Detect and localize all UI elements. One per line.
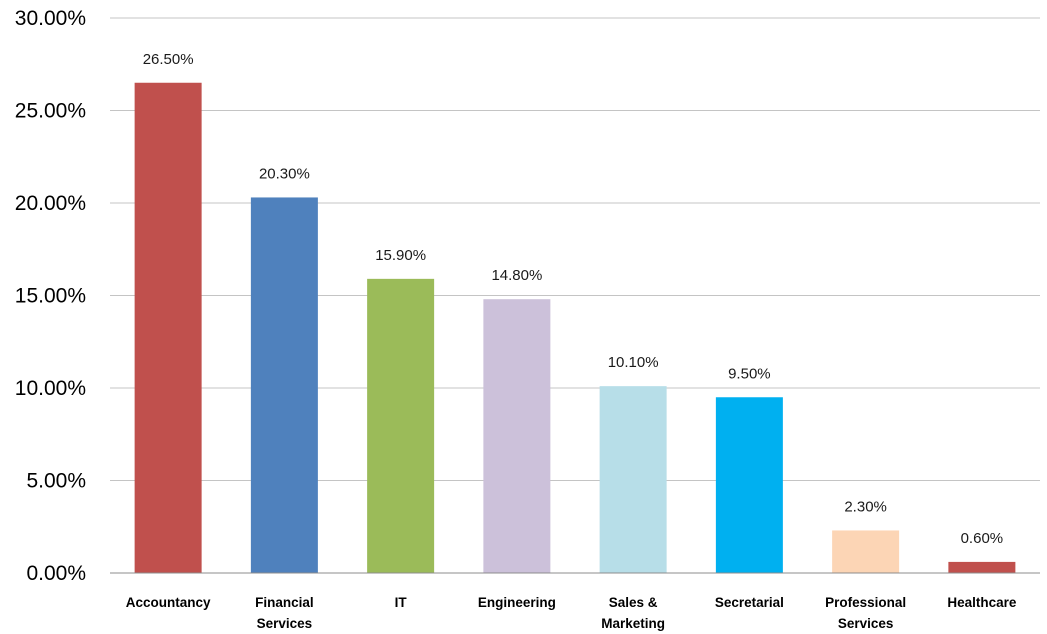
- y-tick-label: 25.00%: [15, 100, 86, 123]
- y-tick-label: 10.00%: [15, 377, 86, 400]
- data-label: 15.90%: [375, 247, 426, 264]
- bar: [715, 397, 783, 573]
- bar: [367, 278, 435, 573]
- category-label: Accountancy: [126, 595, 211, 610]
- data-label: 10.10%: [608, 354, 659, 371]
- y-tick-label: 5.00%: [26, 470, 86, 493]
- category-label: IT: [395, 595, 408, 610]
- bar: [250, 197, 318, 573]
- data-label: 20.30%: [259, 165, 310, 182]
- y-axis-tick-labels: 0.00% 5.00% 10.00% 15.00% 20.00% 25.00% 30.00%: [15, 7, 86, 585]
- y-tick-label: 15.00%: [15, 285, 86, 308]
- data-labels: 26.50% 20.30% 15.90% 14.80% 10.10% 9.50% 2.30%…: [143, 51, 1003, 547]
- bar: [948, 561, 1016, 573]
- category-label: Engineering: [478, 595, 556, 610]
- bar: [599, 386, 667, 573]
- category-label: Sales & Marketing: [601, 595, 665, 631]
- bar: [483, 299, 551, 573]
- data-label: 9.50%: [728, 365, 771, 382]
- gridlines: [110, 17, 1040, 481]
- data-label: 0.60%: [961, 530, 1004, 547]
- data-label: 14.80%: [491, 267, 542, 284]
- data-label: 2.30%: [844, 498, 887, 515]
- category-label: Professional Services: [825, 595, 906, 631]
- bars: [134, 82, 1016, 573]
- y-tick-label: 20.00%: [15, 192, 86, 215]
- y-tick-label: 30.00%: [15, 7, 86, 30]
- bar: [134, 82, 202, 573]
- category-label: Healthcare: [947, 595, 1017, 610]
- category-label: Secretarial: [715, 595, 784, 610]
- y-tick-label: 0.00%: [26, 562, 86, 585]
- category-label: Financial Services: [255, 595, 314, 631]
- x-axis-category-labels: Accountancy Financial Services IT Engineerin…: [126, 595, 1017, 631]
- bar: [832, 530, 900, 573]
- data-label: 26.50%: [143, 51, 194, 68]
